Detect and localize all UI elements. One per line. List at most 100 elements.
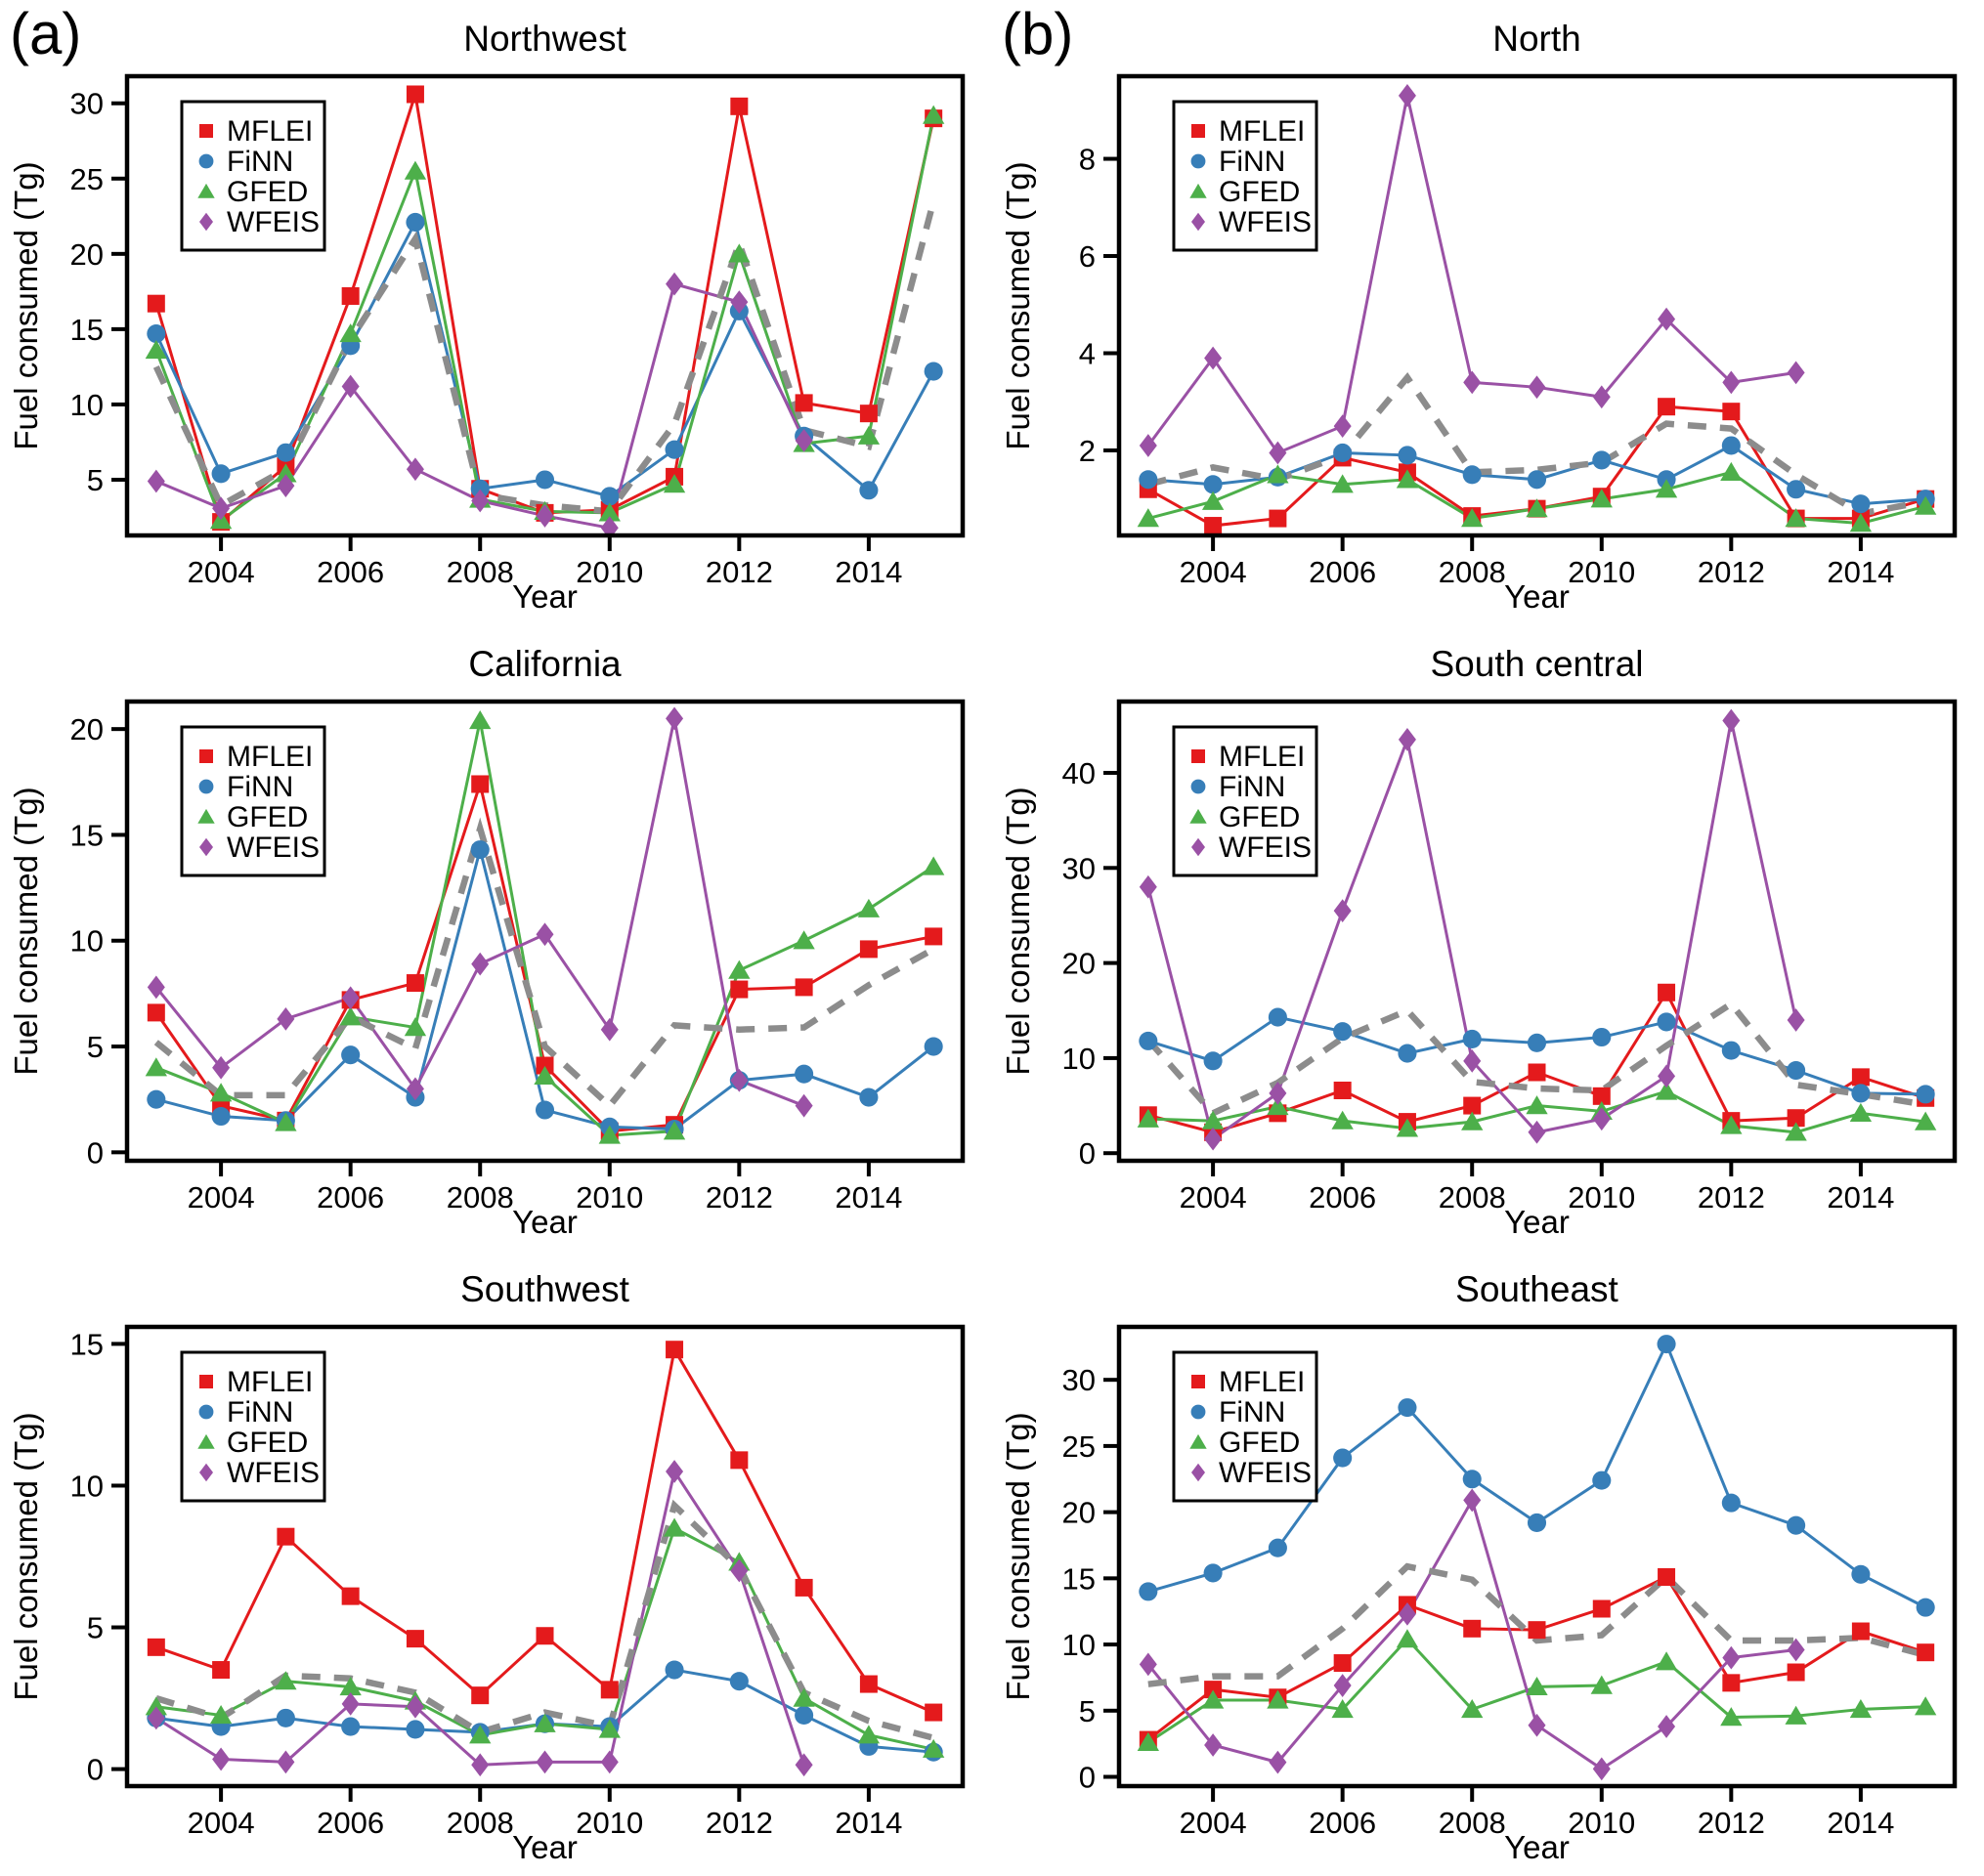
data-point-wfeis — [1658, 1064, 1676, 1088]
y-axis-label: Fuel consumed (Tg) — [8, 161, 44, 449]
data-point-gfed — [1849, 1699, 1873, 1719]
legend-label-gfed: GFED — [227, 176, 308, 208]
data-point-finn — [1333, 443, 1353, 462]
chart-title: Northwest — [463, 19, 626, 59]
x-axis-tick-label: 2012 — [706, 1180, 773, 1215]
data-point-gfed — [1331, 474, 1354, 493]
y-axis-tick-label: 5 — [1079, 1694, 1096, 1728]
data-point-finn — [795, 1705, 814, 1726]
legend-label-mflei: MFLEI — [227, 741, 313, 773]
data-point-gfed — [1655, 479, 1678, 498]
data-point-mflei — [1851, 1068, 1870, 1087]
data-point-finn — [276, 1708, 295, 1727]
legend-label-mflei: MFLEI — [1219, 1366, 1305, 1398]
data-point-gfed — [728, 959, 751, 979]
legend-marker-gfed — [197, 183, 215, 198]
data-point-finn — [1139, 470, 1158, 490]
data-point-gfed — [339, 1677, 362, 1696]
data-point-finn — [147, 323, 166, 344]
data-point-wfeis — [730, 1068, 749, 1092]
data-point-finn — [665, 440, 684, 459]
legend-marker-wfeis — [1191, 837, 1205, 857]
x-axis-label: Year — [512, 1204, 578, 1240]
y-axis-tick-label: 10 — [70, 1469, 104, 1503]
y-axis-tick-label: 20 — [1062, 1496, 1096, 1530]
line-chart-california: California Fuel consumed (Tg) Year 2004 2006… — [8, 644, 966, 1240]
data-point-finn — [211, 464, 231, 484]
data-point-gfed — [663, 1121, 686, 1140]
legend-label-finn: FiNN — [1219, 146, 1285, 178]
series-line-finn — [154, 218, 935, 498]
data-point-gfed — [534, 1713, 556, 1732]
x-axis-tick-label: 2008 — [447, 1806, 514, 1840]
data-point-gfed — [1720, 1707, 1743, 1727]
data-point-wfeis — [406, 457, 424, 482]
data-point-gfed — [1267, 464, 1289, 484]
plot-frame — [1116, 1324, 1958, 1789]
data-point-finn — [1462, 1470, 1482, 1489]
data-point-wfeis — [666, 706, 684, 731]
data-point-wfeis — [147, 1706, 165, 1730]
data-point-finn — [1592, 1027, 1612, 1047]
data-point-wfeis — [1269, 1750, 1287, 1774]
x-axis-tick-label: 2004 — [188, 1180, 255, 1215]
data-point-gfed — [469, 710, 492, 730]
data-point-wfeis — [795, 1093, 813, 1118]
data-point-mflei — [666, 1341, 684, 1359]
line-chart-southwest: Southwest Fuel consumed (Tg) Year 2004 2006 2… — [8, 1269, 966, 1865]
plot-frame — [124, 73, 966, 538]
data-point-gfed — [598, 1719, 621, 1738]
data-point-gfed — [923, 1738, 945, 1758]
data-point-finn — [535, 470, 555, 490]
y-axis-tick-label: 10 — [70, 388, 104, 422]
data-point-mflei — [1917, 1643, 1935, 1662]
y-axis-tick-label: 40 — [1062, 756, 1096, 790]
data-point-gfed — [1785, 508, 1807, 528]
chart-title: Southeast — [1455, 1269, 1618, 1309]
data-point-mflei — [795, 394, 813, 412]
legend-label-finn: FiNN — [1219, 771, 1285, 803]
legend-label-gfed: GFED — [1219, 176, 1300, 208]
x-axis-tick-label: 2006 — [1309, 1180, 1376, 1215]
x-axis-tick-label: 2006 — [317, 1180, 384, 1215]
data-point-gfed — [1655, 1651, 1678, 1671]
data-point-gfed — [534, 1065, 556, 1086]
legend-label-wfeis: WFEIS — [227, 1457, 320, 1489]
y-axis-tick-label: 0 — [1079, 1761, 1096, 1795]
data-point-wfeis — [1722, 1645, 1741, 1670]
data-point-mflei — [1787, 1663, 1805, 1682]
data-point-finn — [1657, 1012, 1676, 1032]
data-point-finn — [1851, 494, 1871, 514]
data-point-wfeis — [341, 374, 360, 399]
data-point-wfeis — [795, 1753, 813, 1777]
y-axis-tick-label: 15 — [70, 1327, 104, 1361]
plot-frame — [124, 1324, 966, 1789]
data-point-finn — [341, 1717, 361, 1736]
data-point-gfed — [1331, 1699, 1354, 1719]
data-point-gfed — [1396, 1629, 1419, 1648]
data-point-gfed — [1915, 1696, 1937, 1716]
data-point-mflei — [1787, 1109, 1805, 1128]
y-axis-tick-label: 15 — [70, 818, 104, 852]
mean-dashed-line — [153, 817, 935, 1111]
data-point-wfeis — [1528, 1713, 1546, 1737]
data-point-finn — [1139, 1582, 1158, 1601]
x-axis-tick-label: 2010 — [1568, 1806, 1635, 1840]
x-axis-tick-label: 2014 — [835, 1806, 902, 1840]
x-axis-tick-label: 2004 — [1180, 1180, 1247, 1215]
legend-marker-wfeis — [199, 837, 213, 857]
data-point-gfed — [728, 243, 751, 263]
legend-marker-finn — [198, 779, 214, 794]
legend-marker-mflei — [1191, 124, 1205, 138]
data-point-wfeis — [795, 429, 813, 452]
data-point-gfed — [793, 930, 815, 950]
data-point-gfed — [1331, 1110, 1354, 1130]
plot-series-group — [145, 1341, 945, 1777]
data-point-wfeis — [1592, 385, 1611, 409]
x-axis-tick-label: 2014 — [1827, 1180, 1894, 1215]
legend-marker-wfeis — [199, 1463, 213, 1482]
data-point-mflei — [925, 927, 943, 946]
data-point-finn — [795, 1064, 814, 1084]
data-point-gfed — [275, 1671, 297, 1690]
